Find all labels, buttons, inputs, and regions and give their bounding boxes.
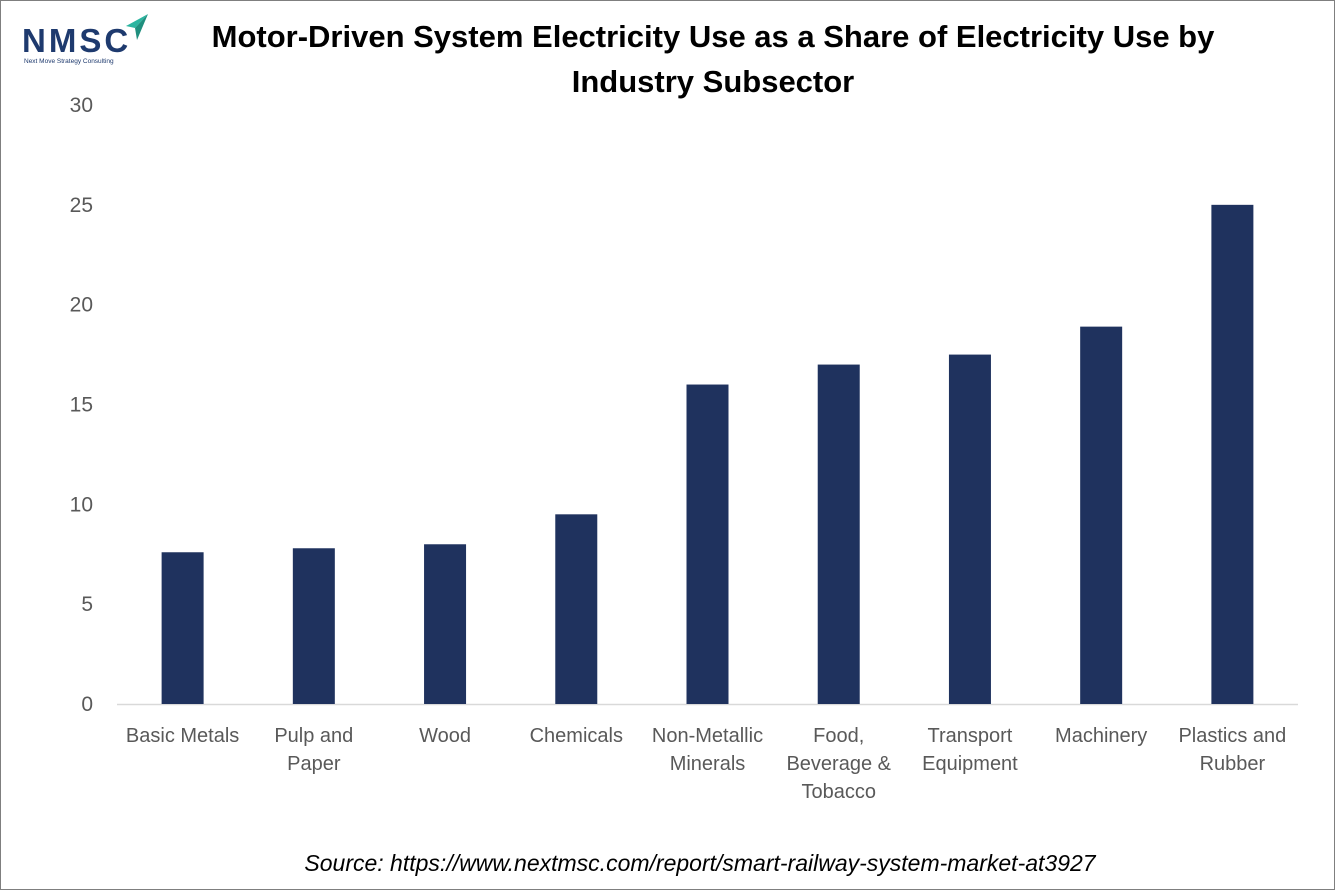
x-tick-label: Basic Metals bbox=[126, 725, 239, 747]
x-tick-label: Transport Equipment bbox=[922, 725, 1018, 775]
chart-title: Motor-Driven System Electricity Use as a… bbox=[211, 19, 1215, 99]
x-tick-label: Plastics and Rubber bbox=[1178, 725, 1286, 775]
y-tick-label: 0 bbox=[81, 693, 93, 716]
bar bbox=[424, 544, 467, 704]
bar bbox=[1080, 326, 1123, 704]
x-tick-label: Food, Beverage & Tobacco bbox=[786, 725, 891, 803]
y-tick-label: 5 bbox=[81, 593, 93, 616]
bar bbox=[161, 552, 204, 704]
bar bbox=[1211, 204, 1254, 705]
bar bbox=[292, 548, 335, 704]
x-tick-label: Chemicals bbox=[530, 725, 623, 747]
paper-plane-icon bbox=[126, 14, 148, 40]
y-tick-label: 10 bbox=[70, 493, 93, 516]
x-tick-label: Machinery bbox=[1055, 725, 1147, 747]
x-tick-label: Pulp and Paper bbox=[274, 725, 353, 775]
bar bbox=[555, 514, 598, 704]
y-tick-label: 30 bbox=[70, 94, 93, 117]
x-tick-label: Wood bbox=[419, 725, 471, 747]
logo-tagline: Next Move Strategy Consulting bbox=[24, 58, 114, 65]
logo-wordmark: NMSC bbox=[22, 22, 132, 59]
nmsc-logo: NMSC Next Move Strategy Consulting bbox=[22, 12, 152, 70]
y-tick-label: 15 bbox=[70, 394, 93, 417]
source-note: Source: https://www.nextmsc.com/report/s… bbox=[304, 850, 1096, 876]
y-tick-label: 20 bbox=[70, 294, 93, 317]
bar bbox=[817, 364, 860, 704]
y-tick-label: 25 bbox=[70, 194, 93, 217]
bar bbox=[686, 384, 729, 704]
bar bbox=[948, 354, 991, 704]
x-tick-label: Non-Metallic Minerals bbox=[652, 725, 763, 775]
